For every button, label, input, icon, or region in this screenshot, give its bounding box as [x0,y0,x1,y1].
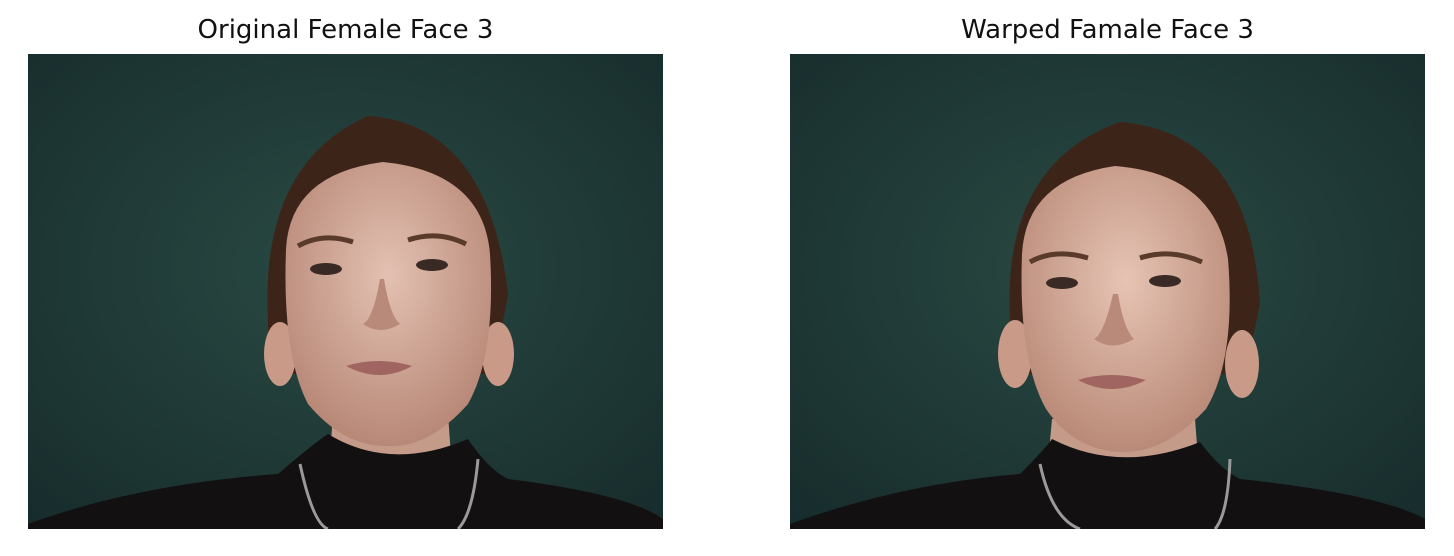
original-panel-title: Original Female Face 3 [197,15,494,45]
warped-face-photo [790,54,1425,529]
original-face-photo [28,54,663,529]
warped-panel-title: Warped Famale Face 3 [961,15,1254,45]
